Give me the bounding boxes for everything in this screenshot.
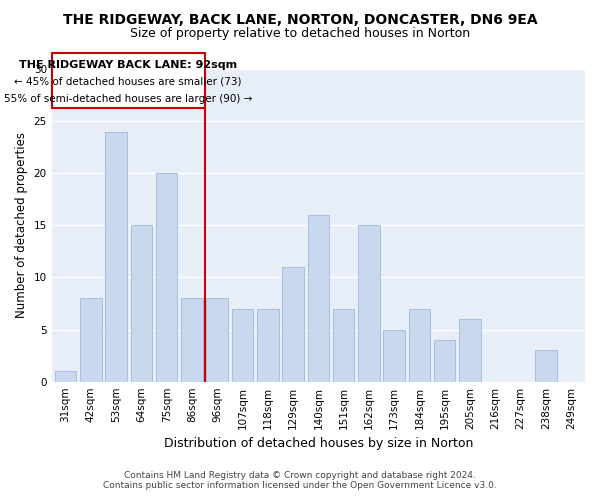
Bar	[55, 372, 76, 382]
Bar	[409, 308, 430, 382]
Bar	[459, 319, 481, 382]
Bar	[232, 308, 253, 382]
Bar	[383, 330, 405, 382]
Bar	[106, 132, 127, 382]
Bar	[156, 173, 178, 382]
Bar	[131, 226, 152, 382]
Text: Size of property relative to detached houses in Norton: Size of property relative to detached ho…	[130, 28, 470, 40]
Text: 55% of semi-detached houses are larger (90) →: 55% of semi-detached houses are larger (…	[4, 94, 253, 104]
Bar	[333, 308, 355, 382]
Text: THE RIDGEWAY, BACK LANE, NORTON, DONCASTER, DN6 9EA: THE RIDGEWAY, BACK LANE, NORTON, DONCAST…	[62, 12, 538, 26]
Text: ← 45% of detached houses are smaller (73): ← 45% of detached houses are smaller (73…	[14, 77, 242, 87]
Text: Contains HM Land Registry data © Crown copyright and database right 2024.
Contai: Contains HM Land Registry data © Crown c…	[103, 470, 497, 490]
Bar	[257, 308, 278, 382]
Bar	[181, 298, 203, 382]
Bar	[80, 298, 101, 382]
Bar	[358, 226, 380, 382]
Bar	[434, 340, 455, 382]
FancyBboxPatch shape	[52, 54, 205, 108]
Text: THE RIDGEWAY BACK LANE: 92sqm: THE RIDGEWAY BACK LANE: 92sqm	[19, 60, 237, 70]
Bar	[206, 298, 228, 382]
Bar	[308, 215, 329, 382]
X-axis label: Distribution of detached houses by size in Norton: Distribution of detached houses by size …	[164, 437, 473, 450]
Bar	[535, 350, 557, 382]
Y-axis label: Number of detached properties: Number of detached properties	[15, 132, 28, 318]
Bar	[283, 267, 304, 382]
